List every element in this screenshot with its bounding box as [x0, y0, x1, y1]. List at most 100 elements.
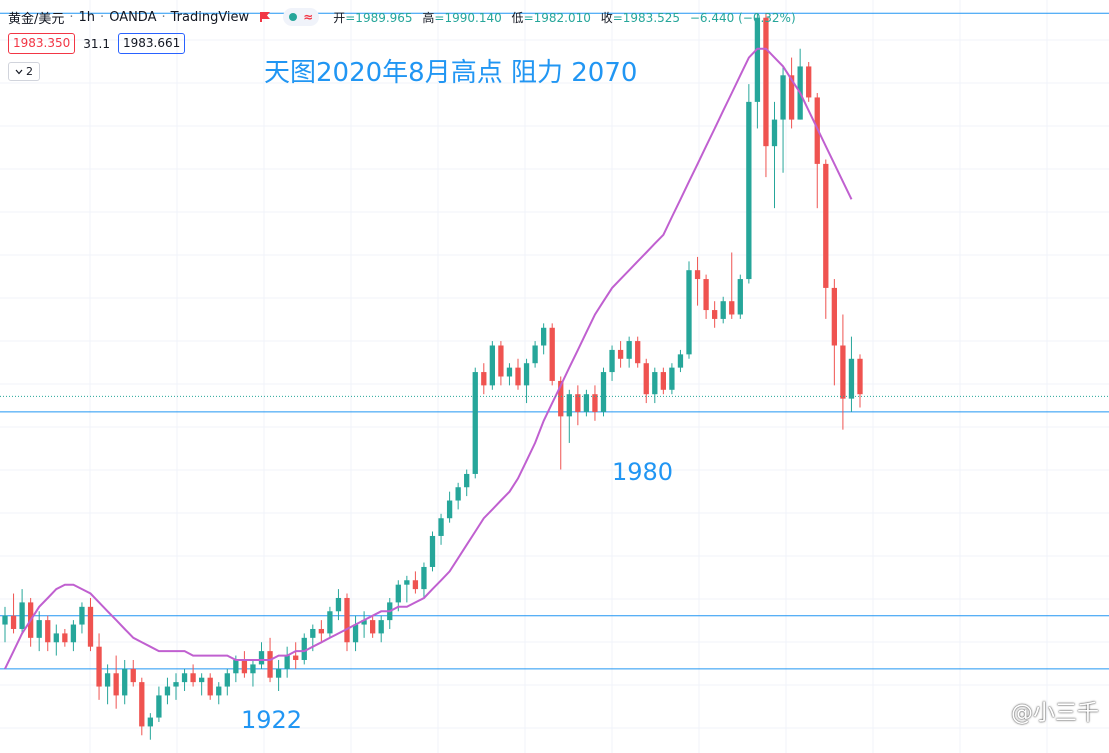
annotation-1922[interactable]: 1922	[241, 706, 303, 734]
low-value: =1982.010	[523, 10, 591, 25]
candle	[198, 673, 205, 696]
candle-body	[250, 664, 256, 674]
candle	[540, 323, 547, 355]
candle	[412, 571, 419, 594]
candle-body	[87, 606, 94, 647]
chart-legend: 黄金/美元 · 1h · OANDA · TradingView ≈ 开=198…	[8, 7, 802, 27]
candle	[258, 642, 265, 669]
open-label: 开	[333, 10, 346, 25]
candle	[369, 615, 376, 638]
candle-body	[130, 668, 136, 683]
interval-label[interactable]: 1h	[78, 9, 96, 25]
candle-body	[207, 677, 213, 696]
watermark: @小三千	[1010, 701, 1099, 726]
candle	[806, 62, 812, 102]
candle-body	[344, 597, 350, 643]
candle-body	[284, 655, 290, 669]
candle	[181, 668, 188, 691]
candle	[831, 279, 838, 386]
close-label: 收	[600, 10, 613, 25]
candle	[711, 301, 718, 328]
candle	[660, 367, 667, 395]
candle	[643, 358, 649, 404]
candle-body	[318, 628, 325, 634]
candle-body	[2, 615, 8, 625]
candle-body	[267, 651, 273, 678]
candle	[532, 341, 538, 368]
candle-body	[763, 17, 769, 147]
candle	[79, 602, 85, 634]
candle	[746, 84, 752, 284]
candle-body	[327, 611, 333, 634]
candle-body	[746, 101, 752, 280]
high-value: =1990.140	[434, 10, 502, 25]
candle-body	[36, 620, 42, 638]
candle-body	[720, 301, 726, 319]
candle	[481, 363, 487, 395]
spread-value: 31.1	[83, 36, 110, 51]
candle	[421, 562, 427, 598]
candle-body	[352, 624, 359, 643]
candle-body	[643, 363, 649, 395]
flag-icon[interactable]	[259, 11, 271, 23]
candle-body	[361, 620, 367, 625]
candle	[617, 341, 624, 368]
symbol-name[interactable]: 黄金/美元	[8, 11, 65, 27]
candle-body	[216, 686, 222, 696]
candle-body	[378, 620, 384, 634]
candle-body	[421, 566, 427, 590]
candle	[147, 713, 154, 740]
candle	[104, 664, 111, 705]
candle-body	[669, 367, 675, 390]
candle	[754, 13, 761, 129]
broker-label: OANDA	[109, 9, 157, 25]
candle	[2, 606, 8, 643]
candle-body	[113, 673, 119, 696]
candle	[558, 376, 564, 470]
low-label: 低	[511, 10, 524, 25]
candle	[62, 628, 68, 647]
candle-body	[703, 279, 709, 311]
candle	[344, 593, 350, 652]
candle-body	[139, 682, 145, 727]
candle	[771, 101, 778, 209]
candle-body	[848, 358, 855, 399]
high-label: 高	[422, 10, 435, 25]
annotation-1980[interactable]: 1980	[612, 458, 674, 486]
candle-body	[156, 695, 162, 718]
candle-body	[617, 349, 624, 359]
sell-price[interactable]: 1983.350	[8, 33, 76, 54]
candle	[720, 296, 726, 324]
candle-body	[404, 580, 410, 585]
candle-body	[558, 380, 564, 417]
candle	[335, 589, 342, 621]
candle	[36, 611, 42, 652]
candle-body	[788, 75, 795, 120]
candle	[404, 575, 410, 603]
candle	[45, 615, 51, 652]
candle-body	[609, 349, 615, 373]
candle	[788, 57, 795, 129]
indicators-toggle-button[interactable]: 2	[8, 62, 40, 81]
candle	[848, 336, 855, 412]
candle	[703, 274, 709, 319]
annotation-resistance[interactable]: 天图2020年8月高点 阻力 2070	[264, 58, 638, 88]
chevron-down-icon	[15, 69, 23, 74]
candle	[523, 358, 530, 404]
indicator-count: 2	[26, 65, 33, 78]
candle	[737, 274, 743, 319]
candle	[489, 341, 496, 390]
candle-body	[737, 279, 743, 315]
candle-body	[369, 620, 376, 634]
candle-body	[549, 327, 555, 381]
candle-body	[147, 717, 154, 727]
candle-body	[729, 301, 735, 315]
market-status-pill[interactable]: ≈	[283, 8, 320, 26]
legend-separator: ·	[69, 9, 74, 25]
candle-body	[754, 17, 761, 102]
buy-price[interactable]: 1983.661	[117, 33, 186, 54]
candle-body	[823, 163, 829, 288]
candle-body	[96, 646, 102, 687]
